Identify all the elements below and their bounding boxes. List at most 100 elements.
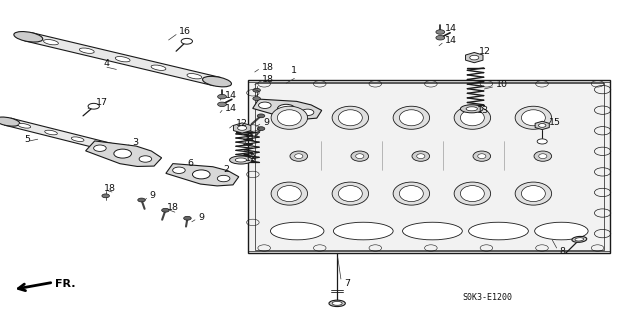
- Text: 2: 2: [223, 165, 230, 174]
- Ellipse shape: [338, 110, 362, 126]
- Ellipse shape: [43, 40, 58, 45]
- Ellipse shape: [98, 144, 111, 148]
- Ellipse shape: [203, 76, 231, 87]
- Text: 16: 16: [179, 28, 191, 36]
- Polygon shape: [166, 164, 239, 186]
- Polygon shape: [25, 33, 221, 86]
- Ellipse shape: [332, 106, 369, 129]
- Circle shape: [102, 194, 109, 198]
- Ellipse shape: [515, 106, 552, 129]
- Circle shape: [470, 55, 479, 60]
- Text: 18: 18: [104, 184, 116, 193]
- Circle shape: [257, 114, 265, 118]
- Text: 12: 12: [236, 119, 248, 128]
- Ellipse shape: [539, 154, 547, 158]
- Ellipse shape: [270, 222, 324, 240]
- Text: 5: 5: [24, 135, 30, 144]
- Ellipse shape: [575, 238, 584, 241]
- Ellipse shape: [399, 110, 423, 126]
- Polygon shape: [535, 121, 549, 130]
- Text: 18: 18: [262, 76, 274, 84]
- Text: 9: 9: [198, 213, 204, 222]
- Ellipse shape: [332, 182, 369, 205]
- Bar: [255, 83, 604, 250]
- Ellipse shape: [454, 182, 491, 205]
- Ellipse shape: [515, 182, 552, 205]
- Ellipse shape: [135, 152, 160, 161]
- Ellipse shape: [71, 137, 84, 141]
- Bar: [252, 83, 345, 139]
- Text: 13: 13: [477, 106, 489, 115]
- Ellipse shape: [151, 65, 166, 70]
- Text: 14: 14: [225, 91, 237, 100]
- Circle shape: [259, 102, 271, 108]
- Ellipse shape: [18, 124, 31, 128]
- Ellipse shape: [45, 130, 57, 135]
- Polygon shape: [233, 123, 251, 133]
- Text: 10: 10: [496, 80, 508, 89]
- Ellipse shape: [333, 222, 393, 240]
- Circle shape: [257, 127, 265, 131]
- Ellipse shape: [534, 151, 552, 161]
- Circle shape: [172, 167, 185, 173]
- Circle shape: [238, 126, 247, 130]
- Text: 17: 17: [96, 98, 108, 107]
- Text: 14: 14: [225, 104, 237, 113]
- Ellipse shape: [572, 236, 587, 242]
- Circle shape: [139, 156, 152, 162]
- Ellipse shape: [460, 110, 484, 126]
- Text: 13: 13: [245, 154, 257, 163]
- Ellipse shape: [473, 151, 491, 161]
- Circle shape: [218, 175, 230, 182]
- Ellipse shape: [187, 74, 202, 79]
- Circle shape: [88, 103, 99, 109]
- Polygon shape: [86, 141, 162, 166]
- Ellipse shape: [332, 301, 342, 305]
- Text: 18: 18: [167, 204, 179, 212]
- Ellipse shape: [125, 150, 137, 155]
- Ellipse shape: [460, 105, 483, 113]
- Polygon shape: [253, 99, 321, 119]
- Text: 14: 14: [445, 24, 457, 33]
- Ellipse shape: [521, 110, 545, 126]
- Circle shape: [301, 109, 314, 116]
- Polygon shape: [248, 80, 610, 253]
- Ellipse shape: [412, 151, 430, 161]
- Circle shape: [94, 145, 106, 151]
- Text: 9: 9: [150, 191, 156, 200]
- Text: 3: 3: [132, 138, 138, 147]
- Circle shape: [537, 139, 547, 144]
- Ellipse shape: [417, 154, 425, 158]
- Ellipse shape: [329, 300, 345, 307]
- Ellipse shape: [460, 186, 484, 202]
- Text: 11: 11: [244, 134, 256, 143]
- Circle shape: [184, 216, 191, 220]
- Circle shape: [538, 124, 546, 127]
- Circle shape: [436, 36, 445, 40]
- Ellipse shape: [0, 117, 20, 126]
- Text: 15: 15: [548, 118, 560, 127]
- Ellipse shape: [14, 32, 43, 42]
- Text: 8: 8: [560, 247, 566, 256]
- Text: S0K3-E1200: S0K3-E1200: [462, 293, 512, 302]
- Circle shape: [181, 38, 192, 44]
- Ellipse shape: [271, 106, 308, 129]
- Ellipse shape: [351, 151, 369, 161]
- Ellipse shape: [271, 182, 308, 205]
- Ellipse shape: [393, 106, 430, 129]
- Text: 9: 9: [263, 118, 269, 127]
- Ellipse shape: [521, 186, 545, 202]
- Polygon shape: [4, 118, 151, 160]
- Circle shape: [114, 149, 131, 158]
- Ellipse shape: [403, 222, 462, 240]
- Ellipse shape: [294, 154, 303, 158]
- Circle shape: [253, 88, 260, 92]
- Ellipse shape: [115, 57, 130, 62]
- Ellipse shape: [79, 48, 94, 53]
- Polygon shape: [465, 52, 483, 63]
- Circle shape: [162, 208, 169, 212]
- Ellipse shape: [277, 110, 301, 126]
- Ellipse shape: [454, 106, 491, 129]
- Circle shape: [192, 170, 210, 179]
- Ellipse shape: [290, 151, 308, 161]
